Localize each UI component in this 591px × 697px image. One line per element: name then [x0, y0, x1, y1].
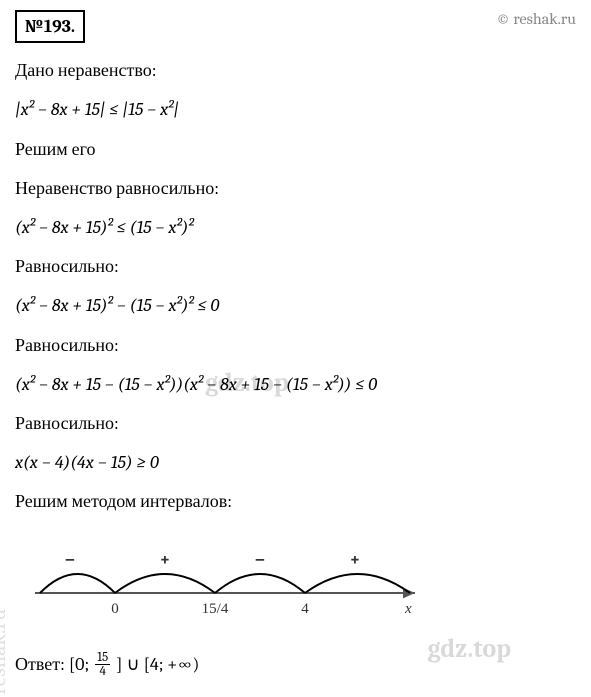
answer-prefix: Ответ:: [15, 652, 65, 677]
svg-text:−: −: [255, 549, 266, 570]
text-given: Дано неравенство:: [15, 58, 576, 83]
svg-text:15/4: 15/4: [202, 601, 229, 617]
fraction-numerator: 15: [95, 651, 110, 665]
answer-fraction: 15 4: [95, 651, 110, 678]
problem-number-box: №193.: [15, 10, 85, 43]
text-equiv1: Неравенство равносильно:: [15, 176, 576, 201]
inequality-final: x(x − 4)(4x − 15) ≥ 0: [15, 450, 576, 475]
svg-text:x: x: [404, 601, 412, 617]
svg-text:+: +: [350, 549, 361, 570]
text-interval-method: Решим методом интервалов:: [15, 489, 576, 514]
answer-interval1-open: [0;: [69, 652, 89, 677]
svg-text:−: −: [65, 549, 76, 570]
svg-text:4: 4: [301, 601, 309, 617]
inequality-factored: (x² − 8x + 15 − (15 − x²))(x² − 8x + 15 …: [15, 372, 576, 397]
text-solve: Решим его: [15, 137, 576, 162]
svg-text:+: +: [160, 549, 171, 570]
watermark-gdz-1: gdz.top: [205, 365, 289, 401]
problem-number: №193.: [25, 16, 75, 37]
watermark-reshak: reshak.ru: [0, 609, 14, 695]
text-equiv2: Равносильно:: [15, 254, 576, 279]
copyright-text: © reshak.ru: [496, 8, 576, 30]
svg-text:0: 0: [111, 601, 119, 617]
watermark-gdz-2: gdz.top: [427, 631, 511, 667]
text-equiv3: Равносильно:: [15, 333, 576, 358]
text-equiv4: Равносильно:: [15, 411, 576, 436]
fraction-denominator: 4: [97, 665, 107, 678]
answer-union-interval2: ∪ [4; +∞): [126, 652, 199, 677]
answer-interval1-close: ]: [116, 652, 122, 677]
number-line-diagram: 0 15/4 4 x − + − +: [15, 543, 435, 623]
inequality-squared: (x² − 8x + 15)² ≤ (15 − x²)²: [15, 215, 576, 240]
inequality-diff: (x² − 8x + 15)² − (15 − x²)² ≤ 0: [15, 293, 576, 318]
inequality-original: |x² − 8x + 15| ≤ |15 − x²|: [15, 97, 576, 122]
